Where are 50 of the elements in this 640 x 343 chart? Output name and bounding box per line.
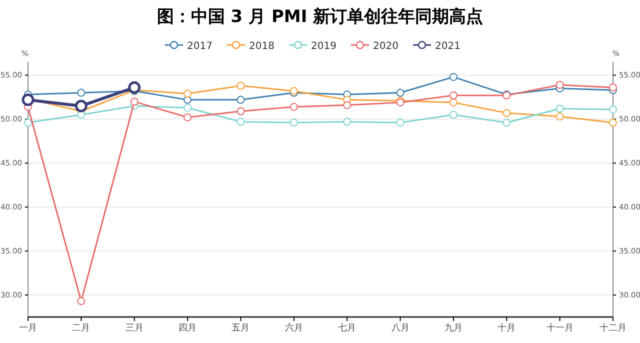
point bbox=[343, 118, 352, 126]
x-tick-label: 十二月 bbox=[600, 322, 626, 334]
point bbox=[74, 100, 88, 112]
point bbox=[502, 109, 511, 117]
x-tick-label: 八月 bbox=[391, 322, 410, 334]
point bbox=[24, 118, 32, 127]
point bbox=[449, 110, 458, 119]
point bbox=[290, 102, 298, 111]
point bbox=[609, 118, 617, 127]
point bbox=[236, 107, 245, 116]
x-tick-label: 七月 bbox=[338, 322, 356, 334]
point bbox=[609, 84, 617, 92]
point bbox=[449, 98, 458, 106]
legend-label: 2017 bbox=[187, 41, 212, 52]
point bbox=[130, 98, 138, 106]
x-tick-label: 九月 bbox=[444, 322, 462, 334]
x-tick-label: 五月 bbox=[232, 323, 250, 334]
point bbox=[449, 72, 458, 81]
point bbox=[77, 88, 86, 97]
point bbox=[609, 105, 617, 114]
point bbox=[502, 118, 511, 127]
point bbox=[184, 113, 192, 122]
x-tick-label: 十月 bbox=[498, 322, 516, 334]
point bbox=[77, 297, 86, 306]
point bbox=[556, 80, 564, 89]
point bbox=[184, 90, 192, 98]
point bbox=[22, 94, 34, 106]
x-tick-label: 一月 bbox=[19, 323, 37, 334]
point bbox=[236, 96, 245, 104]
x-tick-label: 十一月 bbox=[546, 322, 574, 334]
x-tick-label: 四月 bbox=[178, 323, 197, 334]
point bbox=[184, 104, 192, 112]
legend-label: 2019 bbox=[311, 41, 336, 52]
legend-label: 2018 bbox=[249, 41, 274, 52]
legend-label: 2021 bbox=[435, 41, 460, 52]
point bbox=[128, 81, 141, 94]
point bbox=[556, 104, 564, 113]
point bbox=[236, 118, 245, 126]
point bbox=[556, 112, 564, 121]
point bbox=[236, 82, 245, 90]
chart-title: 图：中国 3 月 PMI 新订单创往年同期高点 bbox=[156, 7, 484, 27]
x-tick-label: 六月 bbox=[284, 322, 303, 334]
point bbox=[449, 91, 458, 100]
legend-label: 2020 bbox=[373, 41, 398, 52]
x-tick-label: 三月 bbox=[125, 323, 144, 334]
point bbox=[396, 118, 404, 127]
point bbox=[343, 101, 352, 110]
x-tick-label: 二月 bbox=[72, 323, 90, 334]
point bbox=[290, 118, 298, 127]
point bbox=[396, 88, 404, 97]
